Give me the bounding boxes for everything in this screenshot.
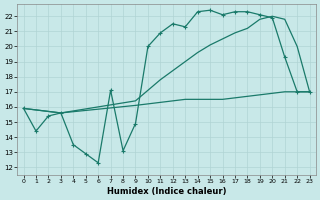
X-axis label: Humidex (Indice chaleur): Humidex (Indice chaleur) xyxy=(107,187,226,196)
